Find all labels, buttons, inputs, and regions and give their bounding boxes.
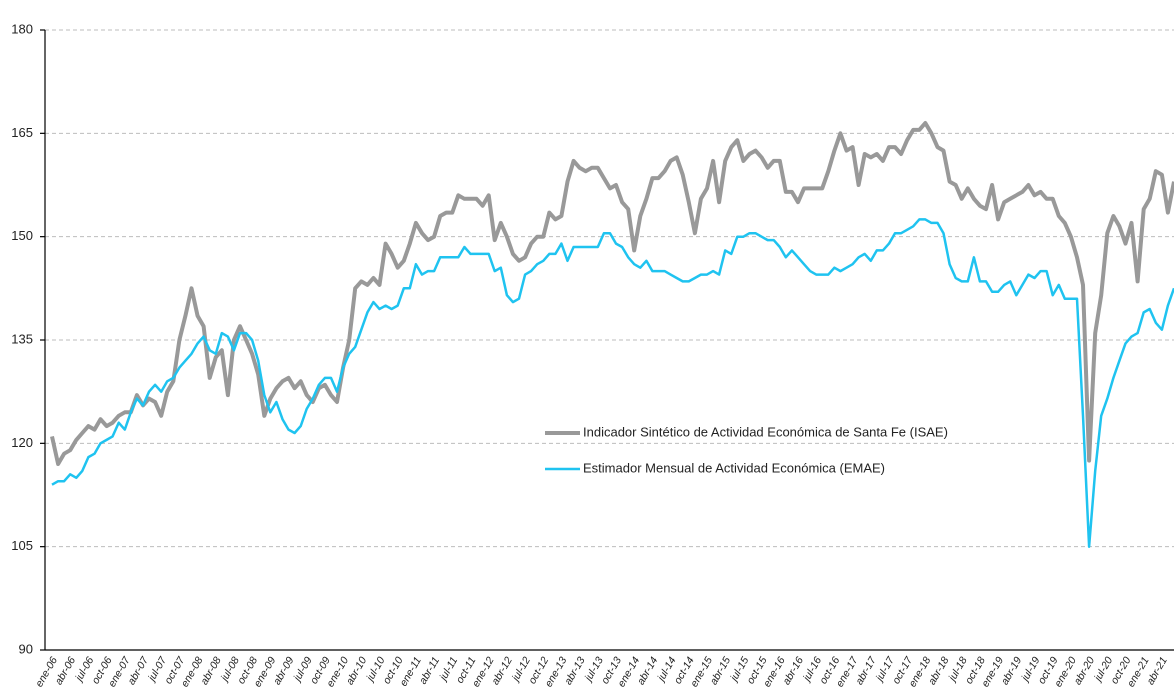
x-tick-label: abr-17 (853, 654, 879, 687)
y-tick-label: 105 (11, 538, 33, 553)
x-tick-label: abr-07 (126, 654, 152, 687)
y-tick-label: 120 (11, 435, 33, 450)
y-tick-label: 90 (19, 641, 33, 656)
y-tick-label: 150 (11, 228, 33, 243)
series-line (50, 121, 1174, 466)
y-tick-label: 165 (11, 125, 33, 140)
y-tick-label: 180 (11, 21, 33, 36)
series-line (51, 218, 1174, 548)
legend-label: Indicador Sintético de Actividad Económi… (583, 424, 948, 439)
y-tick-label: 135 (11, 331, 33, 346)
legend-label: Estimador Mensual de Actividad Económica… (583, 460, 885, 475)
